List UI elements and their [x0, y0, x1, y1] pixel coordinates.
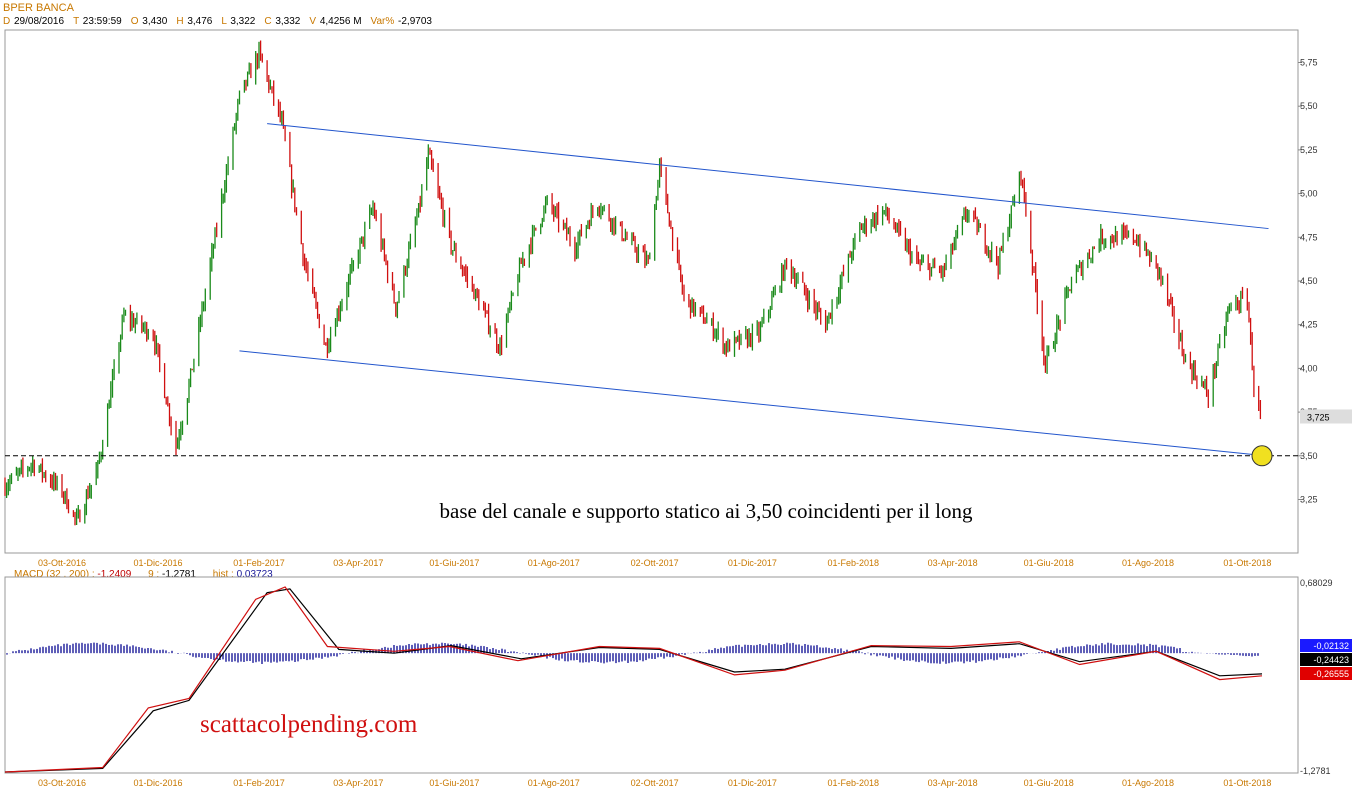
- date-axis-label: 01-Giu-2018: [1024, 778, 1074, 788]
- date-axis-label: 01-Ago-2018: [1122, 778, 1174, 788]
- price-axis-label: 3,25: [1300, 495, 1318, 505]
- field-value: 4,4256 M: [319, 16, 362, 27]
- date-axis-label: 02-Ott-2017: [631, 558, 679, 568]
- field-value: 23:59:59: [82, 16, 122, 27]
- price-axis-label: 4,25: [1300, 320, 1318, 330]
- signal-label: 9 :: [148, 569, 160, 580]
- price-panel: [4, 29, 1299, 554]
- macd-value-badge: [1300, 639, 1352, 652]
- date-axis-label: 01-Dic-2016: [134, 778, 183, 788]
- macd-info-row: MACD (32 , 200) : -1,2409 9 : -1,2781 hi…: [14, 569, 273, 580]
- price-axis-label: 5,25: [1300, 145, 1318, 155]
- date-axis-label: 01-Ago-2017: [528, 558, 580, 568]
- field-value: -2,9703: [398, 16, 432, 27]
- hist-label: hist :: [212, 569, 234, 580]
- macd-value: -1,2409: [97, 569, 132, 580]
- annotation-text: base del canale e supporto statico ai 3,…: [440, 499, 973, 523]
- field-value: 3,430: [142, 16, 168, 27]
- macd-value-badge-label: -0,26555: [1313, 669, 1349, 679]
- field-key: L: [221, 16, 230, 27]
- macd-line: [4, 586, 1263, 773]
- date-axis-label: 01-Dic-2017: [728, 778, 777, 788]
- date-axis-label: 01-Ago-2018: [1122, 558, 1174, 568]
- support-marker: [1251, 445, 1273, 467]
- date-axis-label: 01-Feb-2018: [828, 778, 880, 788]
- field-key: C: [264, 16, 275, 27]
- price-axis-label: 3,50: [1300, 451, 1318, 461]
- macd-axis-top-label: 0,68029: [1300, 578, 1333, 588]
- field-value: 3,476: [187, 16, 213, 27]
- date-axis-label: 01-Ott-2018: [1223, 778, 1271, 788]
- field-key: H: [176, 16, 187, 27]
- price-axis-label: 5,00: [1300, 189, 1318, 199]
- date-axis-label: 01-Dic-2017: [728, 558, 777, 568]
- last-price-badge: [1300, 409, 1352, 424]
- date-axis-label: 03-Apr-2017: [333, 778, 383, 788]
- macd-histogram: [6, 642, 1259, 664]
- macd-panel: [4, 576, 1299, 774]
- watermark-text: scattacolpending.com: [200, 711, 418, 738]
- last-price-label: 3,725: [1307, 412, 1330, 422]
- date-axis-label: 03-Ott-2016: [38, 558, 86, 568]
- field-key: O: [130, 16, 142, 27]
- date-axis-label: 01-Feb-2017: [233, 558, 285, 568]
- date-axis-label: 03-Apr-2018: [928, 778, 978, 788]
- field-key: Var%: [370, 16, 398, 27]
- hist-value: 0,03723: [236, 569, 273, 580]
- date-axis-label: 01-Giu-2018: [1024, 558, 1074, 568]
- channel-lower-line: [239, 350, 1266, 457]
- candles: [4, 40, 1262, 526]
- date-axis-label: 01-Dic-2016: [134, 558, 183, 568]
- macd-params: (32 , 200) :: [46, 569, 95, 580]
- price-axis-label: 4,00: [1300, 363, 1318, 373]
- field-value: 3,332: [275, 16, 301, 27]
- price-axis-label: 4,50: [1300, 276, 1318, 286]
- ohlc-info-row: D 29/08/2016 T 23:59:59 O 3,430 H 3,476 L 3,…: [3, 16, 441, 27]
- date-axis-label: 03-Apr-2018: [928, 558, 978, 568]
- price-axis-label: 5,75: [1300, 58, 1318, 68]
- macd-label: MACD: [14, 569, 44, 580]
- field-key: T: [73, 16, 82, 27]
- field-key: D: [3, 16, 13, 27]
- macd-value-badge: [1300, 653, 1352, 666]
- date-axis-label: 01-Feb-2018: [828, 558, 880, 568]
- channel-upper-line: [267, 123, 1269, 230]
- date-axis-label: 01-Feb-2017: [233, 778, 285, 788]
- price-axis-label: 5,50: [1300, 101, 1318, 111]
- date-axis-label: 02-Ott-2017: [631, 778, 679, 788]
- field-value: 3,322: [230, 16, 256, 27]
- macd-value-badge-label: -0,02132: [1313, 641, 1349, 651]
- field-value: 29/08/2016: [14, 16, 65, 27]
- macd-value-badge: [1300, 667, 1352, 680]
- price-axis-label: 4,75: [1300, 232, 1318, 242]
- date-axis-label: 01-Ott-2018: [1223, 558, 1271, 568]
- date-axis-label: 01-Ago-2017: [528, 778, 580, 788]
- chart-title: BPER BANCA: [3, 2, 74, 14]
- macd-value-badge-label: -0,24423: [1313, 655, 1349, 665]
- field-key: V: [309, 16, 319, 27]
- date-axis-label: 03-Ott-2016: [38, 778, 86, 788]
- date-axis-label: 01-Giu-2017: [429, 778, 479, 788]
- date-axis-label: 03-Apr-2017: [333, 558, 383, 568]
- macd-signal-line: [4, 588, 1263, 773]
- signal-value: -1,2781: [161, 569, 196, 580]
- macd-axis-bottom-label: -1,2781: [1300, 766, 1331, 776]
- date-axis-label: 01-Giu-2017: [429, 558, 479, 568]
